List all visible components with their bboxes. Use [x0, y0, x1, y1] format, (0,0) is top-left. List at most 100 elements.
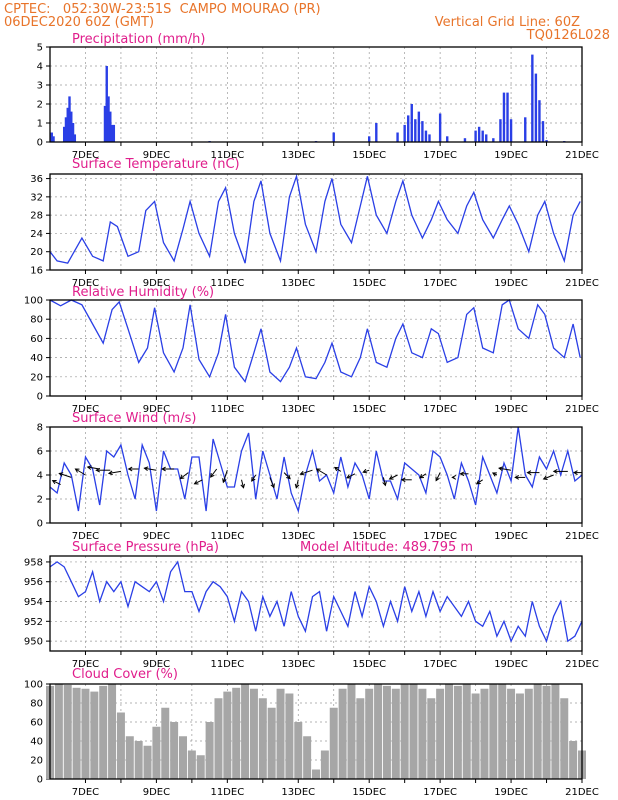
wind-arrow-head: [299, 470, 305, 476]
wind-arrow: [299, 469, 313, 476]
wind-arrow-shaft: [295, 479, 299, 488]
precip-bar: [538, 100, 541, 142]
cloud-bar: [72, 687, 81, 779]
precip-bar: [417, 111, 421, 142]
temp-xtick-label: 17DEC: [423, 278, 457, 289]
cloud-bar: [249, 688, 258, 779]
precip-ytick-label: 2: [37, 100, 43, 111]
wind-xtick-label: 11DEC: [210, 531, 244, 542]
cloud-bar: [99, 685, 108, 779]
wind-arrow-head: [572, 470, 578, 475]
cloud-bar: [90, 691, 99, 779]
wind-arrow: [143, 466, 157, 472]
wind-arrow: [542, 474, 554, 480]
cloud-bar: [471, 693, 480, 779]
wind-arrow: [269, 477, 275, 489]
cloud-bar: [285, 693, 294, 779]
cloud-bar: [81, 688, 90, 779]
precip-bar: [531, 54, 534, 142]
wind-arrow-head: [294, 483, 300, 489]
wind-frame: [49, 426, 583, 524]
wind-arrow-head: [552, 469, 558, 474]
cloud-bar: [143, 745, 152, 779]
cloud-frame: [49, 683, 583, 780]
wind-arrow-shaft: [87, 466, 100, 470]
cloud-bar: [116, 712, 125, 779]
precip-bar: [492, 138, 495, 142]
wind-arrow-head: [107, 470, 113, 476]
wind-arrow-shaft: [59, 472, 72, 478]
rh-ytick-label: 0: [37, 392, 43, 403]
cloud-bar: [187, 750, 196, 779]
wind-arrow-head: [270, 483, 275, 489]
cloud-bar: [436, 688, 445, 779]
wind-arrow-head: [388, 475, 394, 480]
temp-ytick-label: 16: [30, 266, 43, 277]
precip-xtick-label: 17DEC: [423, 150, 457, 161]
wind-arrow-head: [127, 466, 133, 472]
wind-arrow: [514, 475, 526, 480]
wind-arrow-head: [240, 483, 246, 489]
rh-title: Relative Humidity (%): [72, 285, 214, 300]
wind-arrow-head: [286, 474, 291, 480]
wind-arrow-shaft: [363, 469, 370, 473]
cloud-bar: [134, 741, 143, 779]
pressure-xtick-label: 19DEC: [494, 659, 528, 670]
cloud-ytick-label: 100: [24, 680, 43, 691]
wind-arrow-head: [542, 475, 548, 480]
precip-bar: [50, 132, 53, 142]
cloud-bar: [258, 698, 267, 779]
precip-xtick-label: 21DEC: [565, 150, 599, 161]
pressure-ytick-label: 956: [24, 577, 43, 588]
wind-arrow-head: [514, 475, 520, 480]
grid-line-note: Vertical Grid Line: 60Z: [435, 15, 580, 30]
run-id: TQ0126L028: [526, 28, 610, 43]
wind-arrow: [51, 479, 61, 486]
source-line: CPTEC: 052:30W-23:51S CAMPO MOURAO (PR): [4, 2, 321, 17]
precip-bar: [71, 123, 75, 142]
wind-arrows: [51, 465, 582, 489]
cloud-bar: [232, 687, 241, 779]
cloud-bar: [551, 684, 560, 779]
wind-arrow: [315, 468, 327, 476]
wind-arrow-head: [382, 481, 387, 487]
cloud-bar: [320, 750, 329, 779]
run-line: 06DEC2020 60Z (GMT): [4, 15, 154, 30]
wind-arrow: [475, 479, 483, 485]
wind-arrow: [526, 470, 540, 475]
wind-arrow-head: [400, 477, 406, 483]
wind-arrow: [572, 470, 582, 475]
precip-bar: [545, 140, 548, 142]
precip-bar: [509, 119, 513, 142]
cloud-bar: [498, 684, 507, 779]
wind-arrow-head: [58, 472, 64, 477]
temp-plot-area: [50, 174, 582, 270]
pressure-frame: [49, 555, 583, 652]
wind-arrow: [251, 474, 257, 482]
wind-arrow-head: [161, 466, 166, 472]
cloud-bar: [329, 707, 338, 779]
precip-bar: [438, 113, 442, 142]
rh-ytick-label: 80: [30, 315, 43, 326]
precip-bar: [109, 111, 112, 142]
wind-arrow-shaft: [210, 468, 218, 478]
cloud-title: Cloud Cover (%): [72, 667, 178, 682]
cloud-bar: [223, 691, 232, 779]
wind-xtick-label: 7DEC: [72, 531, 99, 542]
wind-arrow: [95, 467, 111, 473]
wind-arrow-head: [333, 466, 339, 472]
wind-arrow-head: [210, 472, 215, 478]
temp-xtick-label: 13DEC: [281, 278, 315, 289]
wind-arrow: [400, 477, 412, 483]
precip-plot-area: [50, 47, 582, 142]
cloud-bar: [489, 684, 498, 779]
precip-bar: [73, 134, 77, 142]
cloud-bar: [569, 741, 578, 779]
rh-xtick-label: 17DEC: [423, 404, 457, 415]
pressure-title: Surface Pressure (hPa): [72, 540, 219, 555]
cloud-bar: [161, 707, 170, 779]
precip-bar: [485, 134, 488, 142]
precip-bar: [105, 66, 108, 142]
wind-arrow-shaft: [300, 469, 313, 475]
wind-ytick-label: 0: [37, 519, 43, 530]
